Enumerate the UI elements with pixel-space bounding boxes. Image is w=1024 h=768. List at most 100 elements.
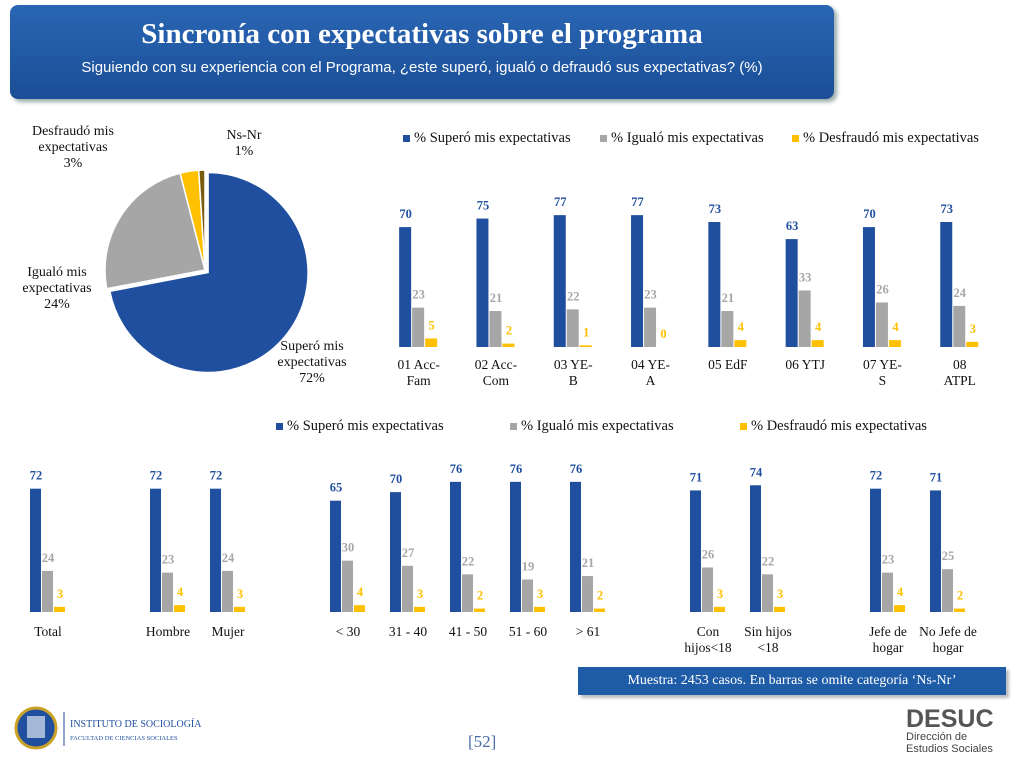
x-tick-label: 04 YE-A: [631, 357, 670, 388]
pie-label: Igualó mis expectativas 24%: [7, 265, 107, 313]
data-label: 70: [399, 207, 412, 221]
data-label: 22: [462, 554, 475, 568]
bar: [553, 215, 566, 347]
data-label: 23: [882, 553, 895, 567]
bar: [942, 569, 953, 612]
pie-label-value: 72%: [299, 371, 325, 386]
data-label: 22: [567, 289, 580, 303]
data-label: 76: [450, 462, 463, 476]
data-label: 71: [690, 470, 703, 484]
x-tick-label: 06 YTJ: [785, 357, 825, 372]
bar: [476, 218, 489, 347]
data-label: 23: [412, 288, 425, 302]
data-label: 2: [597, 589, 603, 603]
x-tick-label: 01 Acc-Fam: [397, 357, 440, 388]
data-label: 24: [42, 551, 55, 565]
bar: [570, 481, 581, 612]
x-tick-label: Sin hijos <18: [744, 624, 792, 655]
pie-slice: [104, 172, 206, 290]
bar: [953, 305, 966, 347]
data-label: 72: [210, 469, 223, 483]
data-label: 19: [522, 559, 535, 573]
bar: [566, 309, 579, 347]
bar: [450, 481, 461, 612]
pie-label: Ns-Nr 1%: [214, 128, 274, 160]
bar: [174, 605, 185, 612]
data-label: 77: [631, 195, 644, 209]
bar: [425, 338, 438, 347]
bar: [222, 570, 233, 612]
x-tick-label: 03 YE-B: [553, 357, 593, 388]
legend-item: % Igualó mis expectativas: [510, 418, 674, 435]
pie-slice: [197, 169, 206, 271]
data-label: 72: [150, 469, 163, 483]
bar: [330, 500, 341, 612]
bar: [954, 608, 965, 612]
bar: [579, 345, 592, 347]
legend-swatch: [510, 423, 517, 431]
bar: [474, 608, 485, 612]
pie-label-value: 3%: [63, 156, 83, 171]
bar: [894, 605, 905, 612]
data-label: 4: [815, 320, 822, 334]
crest-shield: [27, 716, 45, 738]
bar: [489, 311, 502, 347]
data-label: 77: [554, 195, 567, 209]
bar: [390, 492, 401, 612]
data-label: 25: [942, 549, 955, 563]
bar: [412, 307, 425, 347]
bar: [774, 606, 785, 612]
bar: [502, 343, 515, 347]
data-label: 3: [537, 587, 543, 601]
x-tick-label: No Jefe de hogar: [919, 624, 977, 655]
x-tick-label: 31 - 40: [388, 624, 428, 639]
brand: DESUC: [906, 705, 994, 733]
bar: [734, 340, 747, 347]
legend-swatch: [276, 423, 283, 431]
legend-label: % Igualó mis expectativas: [521, 418, 674, 434]
data-label: 30: [342, 541, 355, 555]
legend-swatch: [600, 135, 607, 143]
data-label: 23: [644, 288, 657, 302]
legend-label: % Superó mis expectativas: [287, 418, 444, 434]
data-label: 24: [954, 286, 967, 300]
bar: [966, 341, 979, 347]
pie-label-value: 24%: [44, 297, 70, 312]
legend-item: % Superó mis expectativas: [276, 418, 444, 435]
data-label: 21: [722, 291, 735, 305]
data-label: 33: [799, 270, 812, 284]
data-label: 4: [738, 320, 745, 334]
bar: [162, 572, 173, 612]
data-label: 26: [876, 282, 889, 296]
data-label: 23: [162, 553, 175, 567]
title: Sincronía con expectativas sobre el prog…: [141, 18, 703, 50]
data-label: 76: [510, 462, 523, 476]
data-label: 24: [222, 551, 235, 565]
x-tick-label: 02 Acc-Com: [474, 357, 518, 388]
brand-sub: Dirección de Estudios Sociales: [906, 731, 993, 755]
header: Sincronía con expectativas sobre el prog…: [10, 5, 834, 99]
data-label: 73: [709, 202, 722, 216]
data-label: 4: [897, 585, 904, 599]
page-number: [52]: [468, 732, 497, 751]
bar: [798, 290, 811, 347]
data-label: 2: [506, 324, 512, 338]
data-label: 21: [490, 291, 503, 305]
bar: [708, 221, 721, 347]
data-label: 2: [477, 589, 483, 603]
bar: [510, 481, 521, 612]
pie-label: Desfraudó mis expectativas 3%: [28, 124, 118, 172]
bar: [414, 606, 425, 612]
data-label: 65: [330, 481, 343, 495]
legend-swatch: [403, 135, 410, 143]
data-label: 72: [30, 469, 43, 483]
bar: [762, 574, 773, 612]
x-tick-label: Mujer: [211, 624, 245, 639]
bar: [402, 565, 413, 612]
x-tick-label: 07 YE-S: [863, 357, 902, 388]
pie-label-value: 1%: [234, 144, 254, 159]
pie-label-name: Igualó mis expectativas: [22, 265, 92, 296]
data-label: 4: [357, 585, 364, 599]
bar: [522, 579, 533, 612]
subtitle: Siguiendo con su experiencia con el Prog…: [81, 59, 763, 76]
